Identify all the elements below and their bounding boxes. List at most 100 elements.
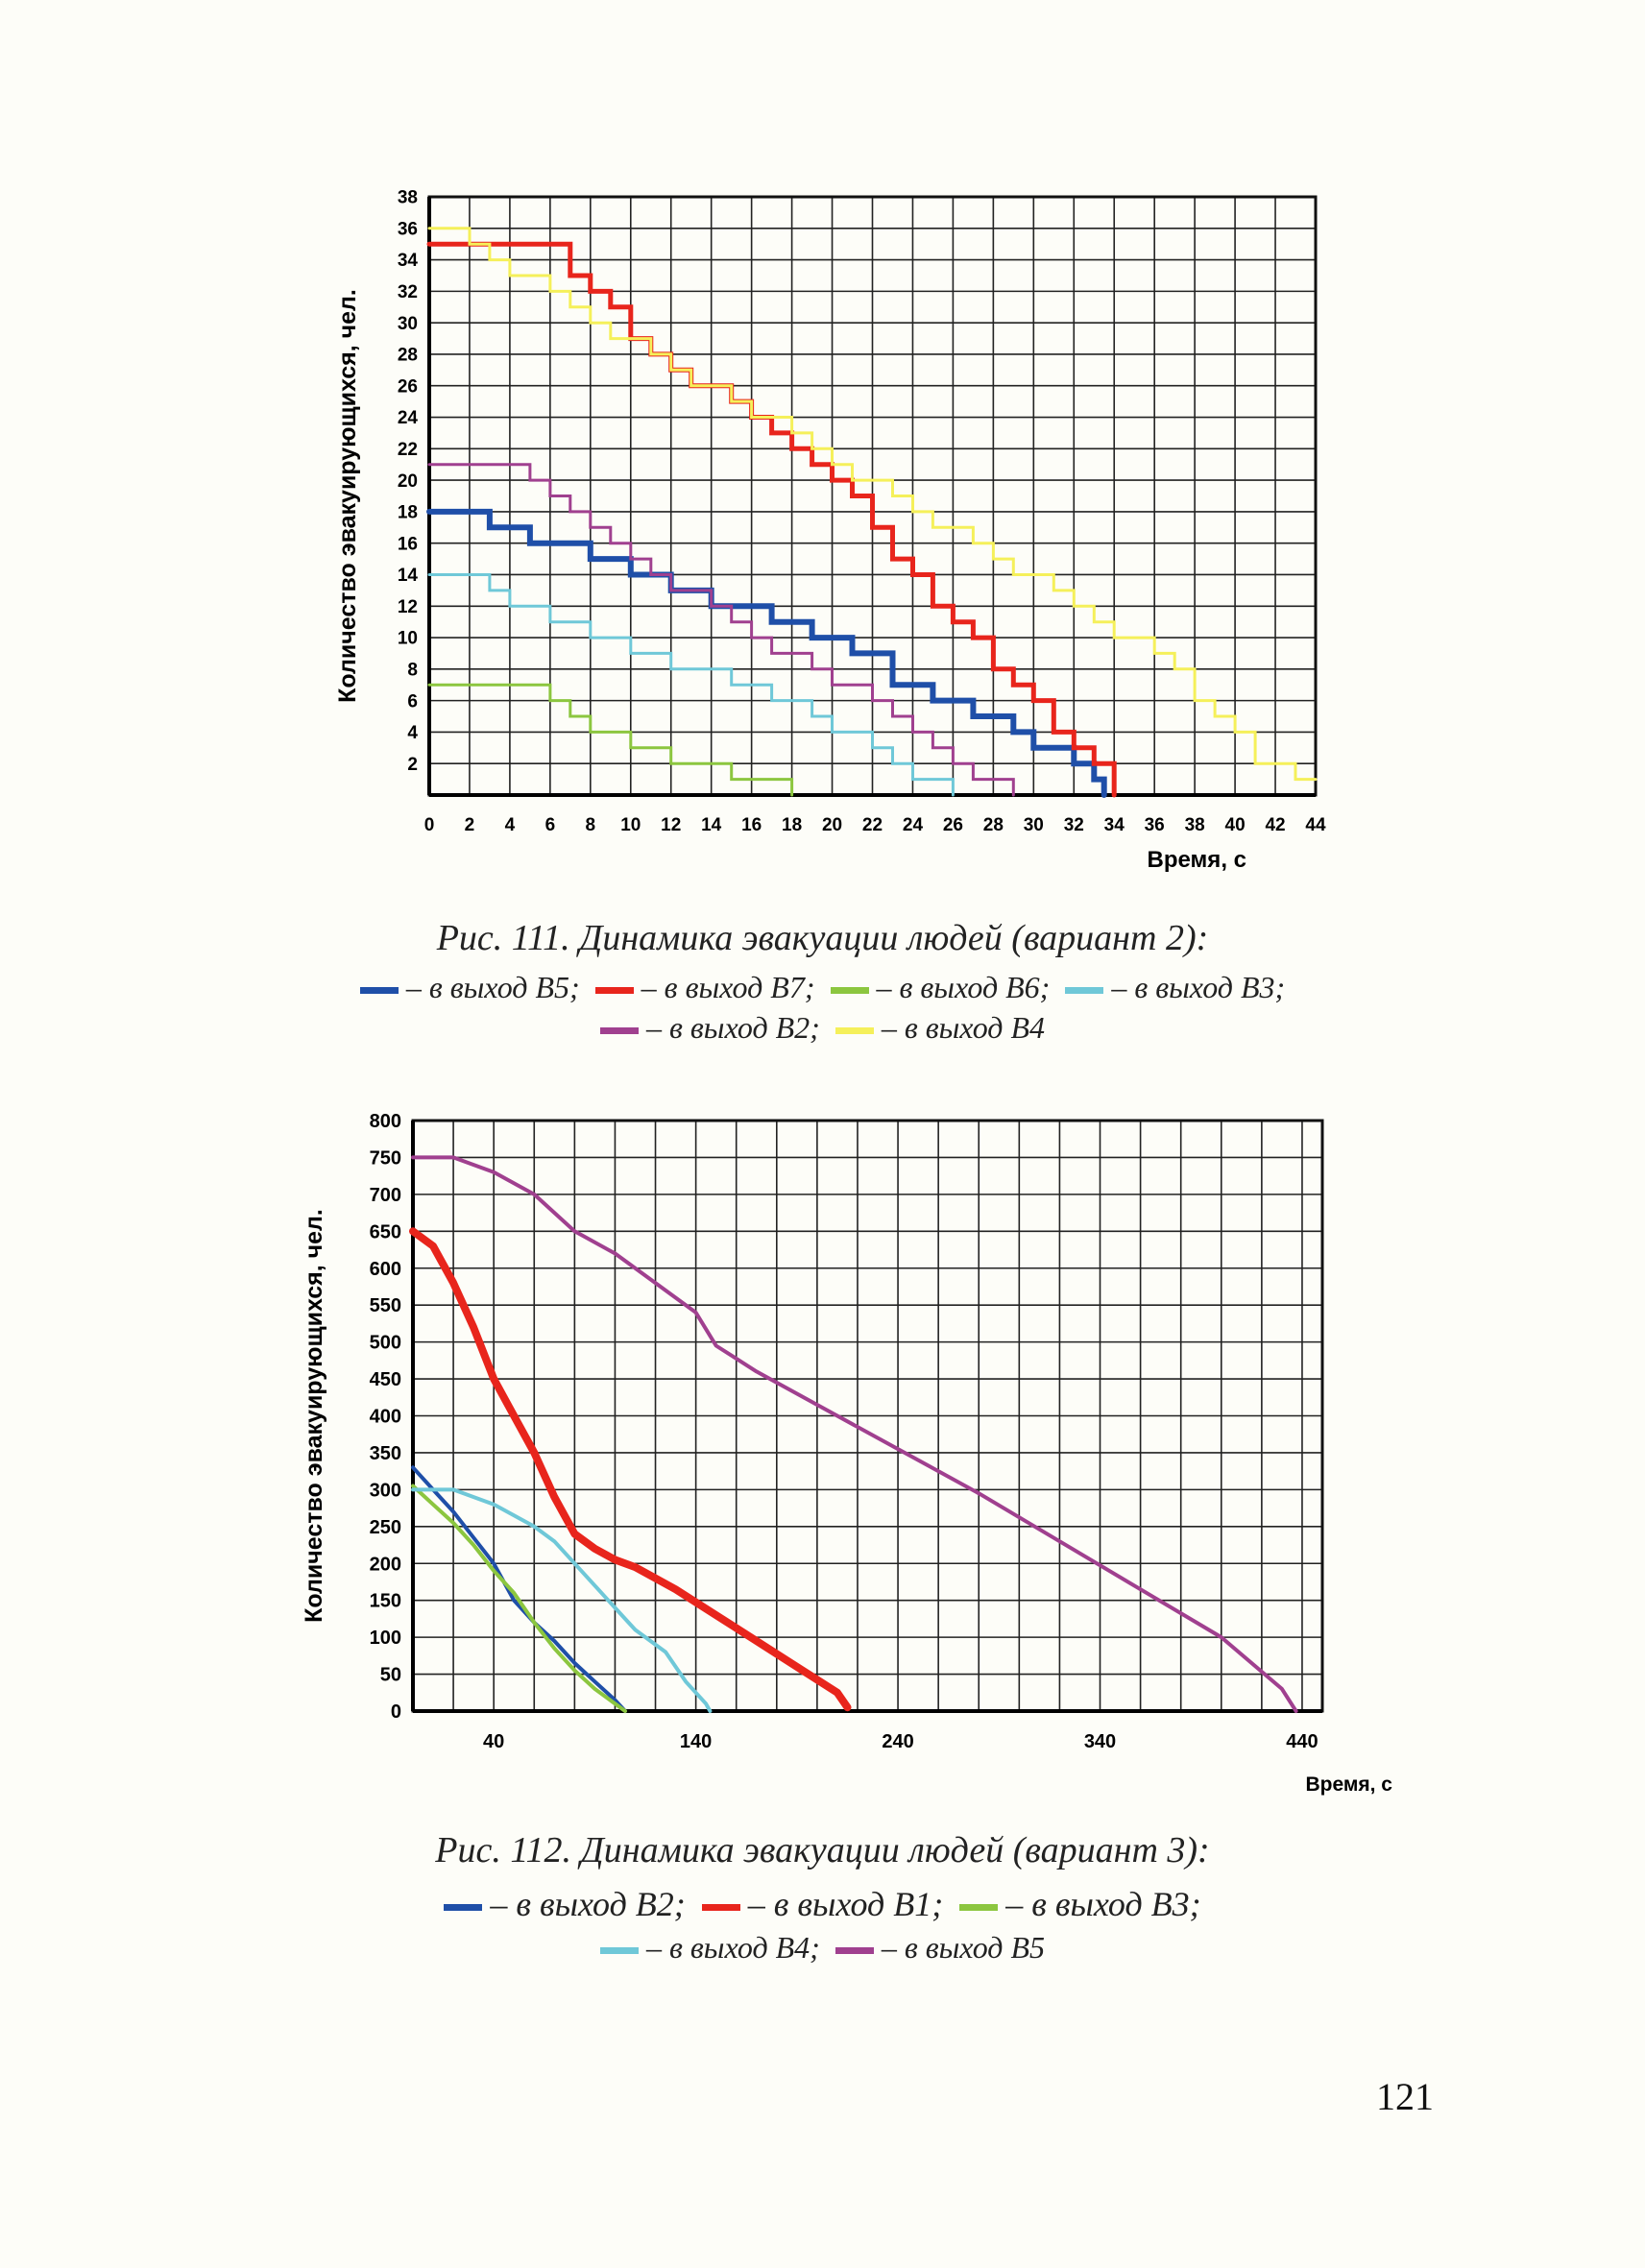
x-tick-label: 8 xyxy=(586,815,596,835)
legend-item: – в выход В2; xyxy=(444,1884,686,1924)
x-tick-label: 40 xyxy=(1225,815,1246,835)
legend-swatch xyxy=(600,1947,639,1955)
x-tick-label: 10 xyxy=(620,815,641,835)
y-tick-label: 34 xyxy=(398,251,419,271)
legend-label: – в выход В2; xyxy=(646,1010,820,1045)
y-tick-label: 16 xyxy=(398,534,418,554)
legend-label: – в выход В3; xyxy=(1005,1885,1201,1923)
y-tick-label: 10 xyxy=(398,629,418,649)
y-tick-label: 28 xyxy=(398,346,418,366)
x-tick-label: 6 xyxy=(545,815,556,835)
legend-item: – в выход В1; xyxy=(701,1884,943,1924)
y-tick-label: 18 xyxy=(398,503,418,523)
y-tick-label: 50 xyxy=(380,1665,401,1686)
legend-swatch xyxy=(835,1947,874,1955)
figure-111-caption: Рис. 111. Динамика эвакуации людей (вари… xyxy=(436,918,1209,958)
series-line xyxy=(426,241,1117,798)
legend-swatch xyxy=(444,1904,483,1912)
figure-112-caption: Рис. 112. Динамика эвакуации людей (вари… xyxy=(435,1830,1210,1870)
x-tick-labels: 40 140 240 340 440 xyxy=(483,1731,1318,1752)
x-axis-label: Время, с xyxy=(1305,1773,1392,1796)
chart-112: 0 50 100 150 200 250 300 350 400 450 500 550 600 650 7… xyxy=(301,1111,1392,1796)
y-tick-label: 6 xyxy=(407,691,418,712)
y-tick-label: 300 xyxy=(370,1480,401,1501)
legend-label: – в выход В5 xyxy=(881,1930,1045,1965)
y-tick-label: 22 xyxy=(398,440,418,460)
series-line xyxy=(411,1487,713,1713)
series-line xyxy=(409,1227,852,1712)
y-axis-label: Количество эвакуирующихся, чел. xyxy=(334,289,361,703)
y-tick-label: 750 xyxy=(370,1147,401,1169)
series-line xyxy=(427,683,794,797)
x-tick-label: 38 xyxy=(1185,815,1205,835)
legend-label: – в выход В7; xyxy=(641,970,815,1004)
series-line xyxy=(411,1155,1298,1713)
legend-item: – в выход В7; xyxy=(594,970,815,1005)
legend-label: – в выход В3; xyxy=(1111,970,1286,1004)
y-tick-label: 8 xyxy=(407,660,418,680)
y-tick-label: 650 xyxy=(370,1221,401,1243)
legend-item: – в выход В6; xyxy=(830,970,1050,1005)
legend-item: – в выход В3; xyxy=(1065,970,1285,1005)
series-line xyxy=(427,463,1015,797)
x-tick-label: 12 xyxy=(661,815,681,835)
series-line xyxy=(427,573,955,797)
x-tick-label: 440 xyxy=(1286,1731,1318,1752)
series-line xyxy=(426,508,1107,798)
x-tick-label: 30 xyxy=(1024,815,1044,835)
series-line xyxy=(411,1484,627,1713)
legend-item: – в выход В5 xyxy=(835,1930,1045,1966)
legend-swatch xyxy=(359,987,399,995)
x-tick-label: 340 xyxy=(1084,1731,1116,1752)
legend-label: – в выход В4 xyxy=(881,1010,1045,1045)
x-tick-label: 34 xyxy=(1104,815,1125,835)
y-tick-label: 200 xyxy=(370,1554,401,1575)
grid xyxy=(413,1120,1322,1711)
y-tick-label: 20 xyxy=(398,471,418,492)
y-tick-label: 250 xyxy=(370,1517,401,1538)
figure-111-legend-row-1: – в выход В5; – в выход В7; – в выход В6… xyxy=(0,970,1645,1005)
y-tick-label: 600 xyxy=(370,1259,401,1280)
x-tick-label: 36 xyxy=(1145,815,1165,835)
y-tick-label: 36 xyxy=(398,219,418,239)
legend-label: – в выход В4; xyxy=(646,1930,820,1965)
y-tick-label: 550 xyxy=(370,1295,401,1316)
legend-swatch xyxy=(594,987,634,995)
page-number: 121 xyxy=(1376,2075,1434,2118)
x-tick-label: 44 xyxy=(1305,815,1326,835)
figure-111-legend-row-2: – в выход В2; – в выход В4 xyxy=(0,1010,1645,1046)
x-tick-label: 0 xyxy=(424,815,435,835)
y-tick-label: 0 xyxy=(391,1701,401,1723)
x-tick-label: 28 xyxy=(983,815,1004,835)
series-line xyxy=(427,227,1318,782)
legend-item: – в выход В4; xyxy=(600,1930,820,1966)
y-tick-label: 400 xyxy=(370,1407,401,1428)
legend-swatch xyxy=(830,987,869,995)
y-tick-label: 700 xyxy=(370,1185,401,1206)
x-tick-label: 18 xyxy=(782,815,802,835)
legend-item: – в выход В4 xyxy=(835,1010,1045,1046)
legend-item: – в выход В2; xyxy=(600,1010,820,1046)
x-tick-label: 20 xyxy=(822,815,842,835)
legend-label: – в выход В2; xyxy=(490,1885,686,1923)
x-tick-label: 14 xyxy=(701,815,722,835)
x-tick-label: 32 xyxy=(1064,815,1084,835)
legend-item: – в выход В5; xyxy=(359,970,580,1005)
y-tick-label: 30 xyxy=(398,314,418,334)
y-tick-label: 24 xyxy=(398,408,419,428)
y-tick-label: 12 xyxy=(398,597,418,617)
x-axis-label: Время, с xyxy=(1148,847,1246,873)
x-tick-label: 240 xyxy=(882,1731,913,1752)
legend-swatch xyxy=(600,1027,639,1035)
legend-swatch xyxy=(701,1904,740,1912)
x-tick-label: 42 xyxy=(1265,815,1285,835)
y-tick-label: 100 xyxy=(370,1628,401,1649)
legend-item: – в выход В3; xyxy=(959,1884,1201,1924)
y-tick-label: 38 xyxy=(398,188,418,208)
x-tick-label: 22 xyxy=(862,815,883,835)
y-tick-label: 32 xyxy=(398,282,418,302)
y-tick-label: 2 xyxy=(407,755,418,775)
x-tick-label: 2 xyxy=(465,815,475,835)
